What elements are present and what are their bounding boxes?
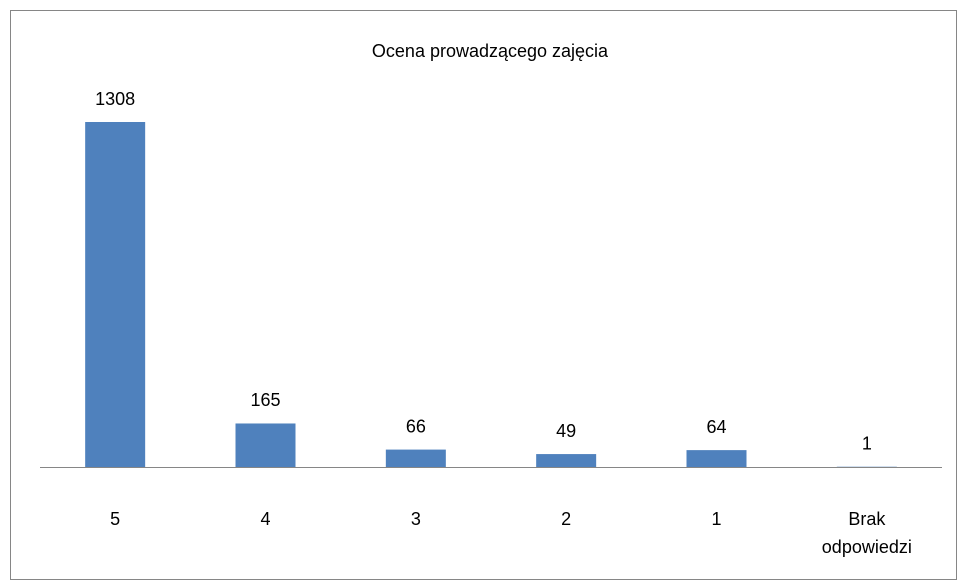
data-label: 1: [862, 433, 872, 453]
bar: [536, 454, 597, 467]
bar: [235, 423, 296, 467]
data-label: 64: [706, 417, 726, 437]
chart-frame: [10, 10, 957, 580]
x-tick-label: 5: [110, 509, 120, 529]
x-tick-label: 2: [561, 509, 571, 529]
data-label: 49: [556, 421, 576, 441]
chart-title: Ocena prowadzącego zajęcia: [372, 41, 609, 61]
data-label: 165: [250, 390, 280, 410]
x-tick-label: Brak odpowiedzi: [822, 509, 912, 557]
bar: [85, 122, 146, 467]
data-label: 66: [406, 416, 426, 436]
bar: [385, 449, 446, 467]
data-label: 1308: [95, 89, 135, 109]
x-tick-label: 3: [411, 509, 421, 529]
bar: [686, 450, 747, 467]
x-tick-label: 4: [260, 509, 270, 529]
x-tick-label: 1: [711, 509, 721, 529]
